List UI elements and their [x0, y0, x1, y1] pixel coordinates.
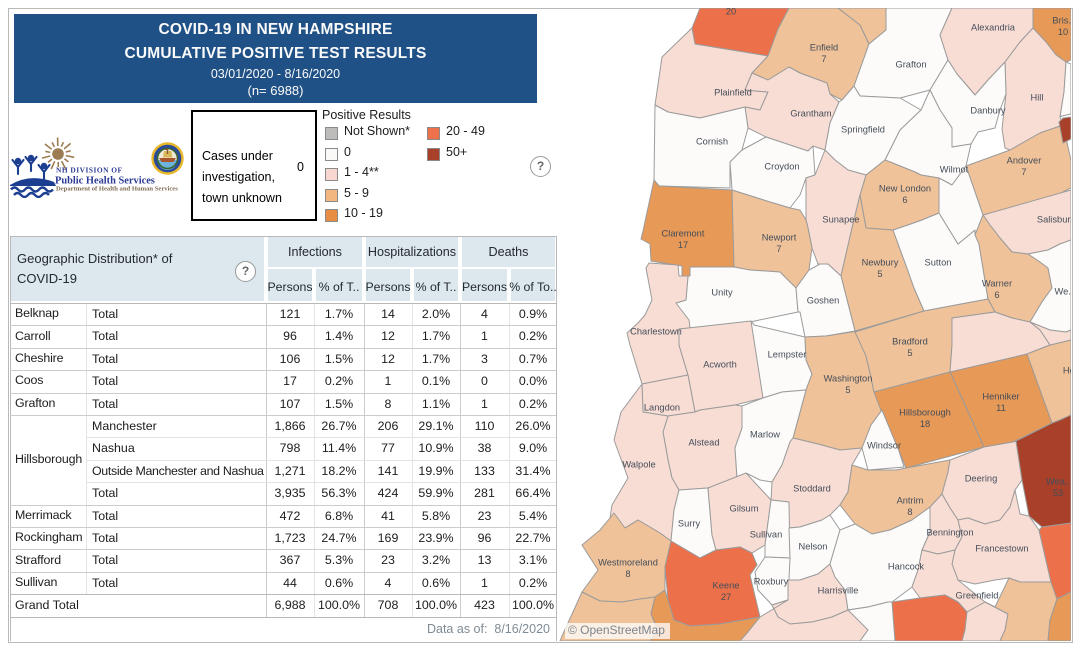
svg-text:Langdon: Langdon [644, 403, 680, 413]
svg-text:Grafton: Grafton [895, 60, 926, 70]
svg-text:20: 20 [726, 8, 736, 17]
svg-text:27: 27 [721, 592, 731, 602]
svg-text:Wea..: Wea.. [1046, 477, 1070, 487]
svg-text:Surry: Surry [678, 519, 701, 529]
svg-text:Washington: Washington [824, 374, 873, 384]
svg-text:8: 8 [907, 507, 912, 517]
svg-text:Greenfield: Greenfield [956, 591, 999, 601]
svg-text:11: 11 [996, 403, 1006, 413]
svg-text:Sutton: Sutton [925, 258, 952, 268]
svg-text:17: 17 [678, 240, 688, 250]
svg-text:Keene: Keene [713, 581, 740, 591]
svg-text:NH DIVISION OF: NH DIVISION OF [56, 166, 123, 175]
svg-text:Salisbur..: Salisbur.. [1037, 215, 1071, 225]
svg-text:Gilsum: Gilsum [730, 504, 759, 514]
svg-text:10: 10 [1058, 27, 1068, 37]
svg-text:Hop..: Hop.. [1063, 366, 1071, 376]
svg-text:Danbury: Danbury [970, 106, 1005, 116]
svg-text:Stoddard: Stoddard [793, 484, 831, 494]
svg-text:Unity: Unity [711, 288, 733, 298]
svg-text:New London: New London [879, 184, 931, 194]
svg-text:Nelson: Nelson [799, 542, 828, 552]
svg-text:5: 5 [845, 385, 850, 395]
svg-text:Marlow: Marlow [750, 430, 780, 440]
svg-text:Springfield: Springfield [841, 125, 885, 135]
svg-text:Enfield: Enfield [810, 43, 838, 53]
svg-text:Sunapee: Sunapee [822, 215, 859, 225]
svg-text:Alstead: Alstead [688, 438, 719, 448]
svg-text:8: 8 [625, 569, 630, 579]
svg-text:Andover: Andover [1007, 156, 1042, 166]
svg-text:6: 6 [994, 290, 999, 300]
svg-text:Department of Health and Human: Department of Health and Human Services [56, 186, 178, 193]
svg-text:Warner: Warner [982, 279, 1012, 289]
svg-text:Acworth: Acworth [703, 360, 737, 370]
svg-text:Hancock: Hancock [888, 562, 925, 572]
svg-text:7: 7 [776, 244, 781, 254]
svg-text:Newport: Newport [762, 233, 797, 243]
svg-text:Hillsborough: Hillsborough [899, 408, 951, 418]
svg-text:Plainfield: Plainfield [714, 88, 752, 98]
svg-text:Alexandria: Alexandria [971, 23, 1016, 33]
svg-text:Claremont: Claremont [662, 229, 705, 239]
svg-text:53: 53 [1053, 488, 1063, 498]
svg-text:Bris..: Bris.. [1052, 16, 1071, 26]
svg-text:Cornish: Cornish [696, 137, 728, 147]
svg-text:Newbury: Newbury [862, 258, 899, 268]
svg-text:Francestown: Francestown [975, 544, 1028, 554]
svg-text:7: 7 [821, 54, 826, 64]
svg-text:We..: We.. [1055, 287, 1071, 297]
svg-text:Sullivan: Sullivan [750, 530, 783, 540]
svg-text:6: 6 [902, 195, 907, 205]
svg-text:Westmoreland: Westmoreland [598, 558, 658, 568]
svg-text:Roxbury: Roxbury [754, 577, 789, 587]
svg-text:Antrim: Antrim [897, 496, 924, 506]
svg-text:Walpole: Walpole [622, 460, 655, 470]
svg-text:5: 5 [877, 269, 882, 279]
svg-text:Wilmot: Wilmot [940, 165, 969, 175]
svg-text:Henniker: Henniker [982, 392, 1019, 402]
svg-text:Goshen: Goshen [807, 296, 840, 306]
svg-text:Hill: Hill [1031, 93, 1044, 103]
svg-text:7: 7 [1021, 167, 1026, 177]
svg-text:18: 18 [920, 419, 930, 429]
svg-text:Lempster: Lempster [768, 350, 807, 360]
svg-text:Bradford: Bradford [892, 337, 928, 347]
svg-text:5: 5 [907, 348, 912, 358]
svg-text:Grantham: Grantham [790, 109, 832, 119]
svg-text:Bennington: Bennington [926, 528, 973, 538]
svg-text:Public Health Services: Public Health Services [55, 176, 155, 187]
svg-text:Charlestown: Charlestown [630, 327, 682, 337]
svg-text:Croydon: Croydon [764, 162, 799, 172]
svg-text:Windsor: Windsor [867, 441, 901, 451]
svg-text:Harrisville: Harrisville [818, 586, 859, 596]
svg-text:Deering: Deering [965, 474, 998, 484]
